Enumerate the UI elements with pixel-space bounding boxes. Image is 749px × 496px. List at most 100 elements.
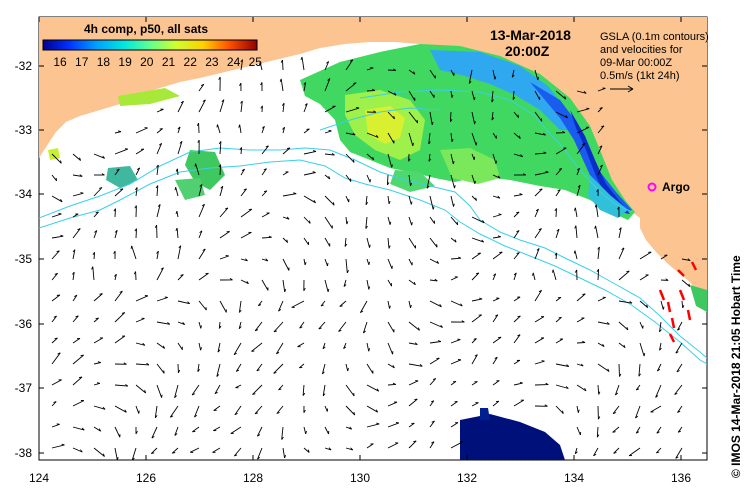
arrow-head [180, 274, 184, 276]
arrow-head [328, 447, 332, 451]
velocity-arrow [324, 61, 330, 71]
arrow-head [431, 420, 435, 423]
ship-track [658, 261, 698, 343]
velocity-arrow [156, 143, 163, 155]
arrow-head [304, 261, 307, 266]
legend-line4: 0.5m/s (1kt 24h) [600, 70, 679, 82]
velocity-arrow [656, 363, 662, 372]
arrow-head [475, 272, 480, 275]
velocity-arrow [51, 235, 64, 239]
arrow-head [619, 373, 622, 377]
arrow-head [299, 326, 303, 329]
arrow-head [376, 388, 380, 392]
arrow-head [218, 76, 221, 80]
velocity-arrow [238, 321, 242, 329]
velocity-arrow [429, 279, 438, 282]
velocity-arrow [51, 444, 65, 449]
velocity-arrow [408, 258, 413, 266]
velocity-arrow [240, 168, 245, 176]
velocity-arrow [51, 423, 60, 428]
arrow-head [182, 322, 186, 325]
velocity-arrow [198, 204, 205, 218]
arrow-head [238, 326, 242, 330]
arrow-head [493, 273, 496, 276]
arrow-head [497, 195, 501, 199]
arrow-head [594, 225, 597, 229]
velocity-arrow [613, 447, 620, 454]
arrow-head [199, 230, 203, 234]
velocity-arrow [324, 405, 328, 412]
arrow-head [369, 244, 371, 248]
velocity-arrow [471, 354, 478, 365]
arrow-head [599, 145, 603, 148]
arrow-head [519, 381, 523, 384]
arrow-head [512, 96, 516, 100]
velocity-arrow [93, 187, 103, 197]
velocity-arrow [492, 174, 501, 179]
velocity-arrow [131, 447, 137, 460]
velocity-arrow [628, 447, 641, 457]
velocity-arrow [240, 100, 243, 113]
velocity-arrow [450, 276, 458, 281]
velocity-arrow [366, 153, 374, 161]
velocity-arrow [72, 294, 78, 302]
argo-marker[interactable]: Argo [647, 180, 691, 194]
arrow-head [536, 248, 540, 251]
velocity-arrow [72, 174, 83, 177]
velocity-arrow [72, 447, 83, 453]
arrow-head [286, 216, 290, 220]
arrow-head [410, 182, 413, 187]
velocity-arrow [51, 174, 57, 182]
velocity-arrow [156, 363, 165, 374]
arrow-head [178, 245, 182, 249]
arrow-head [254, 412, 259, 415]
velocity-arrow [532, 272, 536, 281]
arrow-head [554, 208, 557, 212]
velocity-arrow [428, 132, 431, 145]
velocity-arrow [555, 363, 569, 367]
arrow-head [278, 388, 282, 391]
arrow-head [332, 202, 335, 206]
velocity-arrow [176, 211, 179, 218]
velocity-arrow [198, 230, 203, 239]
arrow-head [158, 142, 162, 146]
velocity-arrow [450, 359, 462, 365]
arrow-head [194, 163, 197, 167]
velocity-arrow [408, 90, 416, 101]
velocity-arrow [429, 378, 437, 386]
velocity-arrow [219, 207, 229, 218]
velocity-arrow [198, 321, 202, 329]
velocity-arrow [303, 172, 316, 176]
arrow-head [363, 330, 366, 334]
velocity-arrow [597, 296, 606, 302]
velocity-arrow [282, 127, 286, 134]
arrow-head [565, 115, 568, 119]
arrow-head [393, 115, 395, 120]
arrow-head [659, 329, 662, 333]
velocity-arrow [174, 426, 179, 436]
velocity-arrow [492, 153, 497, 164]
arrow-head [454, 185, 456, 189]
velocity-arrow [324, 216, 333, 229]
velocity-arrow [513, 230, 520, 239]
velocity-arrow [429, 341, 441, 344]
arrow-head [556, 228, 560, 232]
velocity-arrow [511, 69, 515, 78]
velocity-arrow [513, 272, 517, 281]
arrow-head [428, 158, 432, 162]
velocity-arrow [324, 279, 329, 293]
arrow-head [318, 327, 322, 330]
velocity-arrow [450, 132, 453, 142]
arrow-head [241, 168, 245, 172]
velocity-arrow [555, 405, 564, 414]
arrow-head [535, 208, 539, 212]
arrow-head [349, 59, 354, 62]
velocity-arrow [639, 300, 648, 308]
arrow-head [473, 96, 476, 101]
arrow-head [175, 227, 178, 231]
velocity-arrow [190, 447, 200, 453]
velocity-arrow [345, 384, 355, 397]
velocity-arrow [156, 128, 163, 134]
peninsula [640, 218, 707, 300]
arrow-head [281, 436, 284, 440]
